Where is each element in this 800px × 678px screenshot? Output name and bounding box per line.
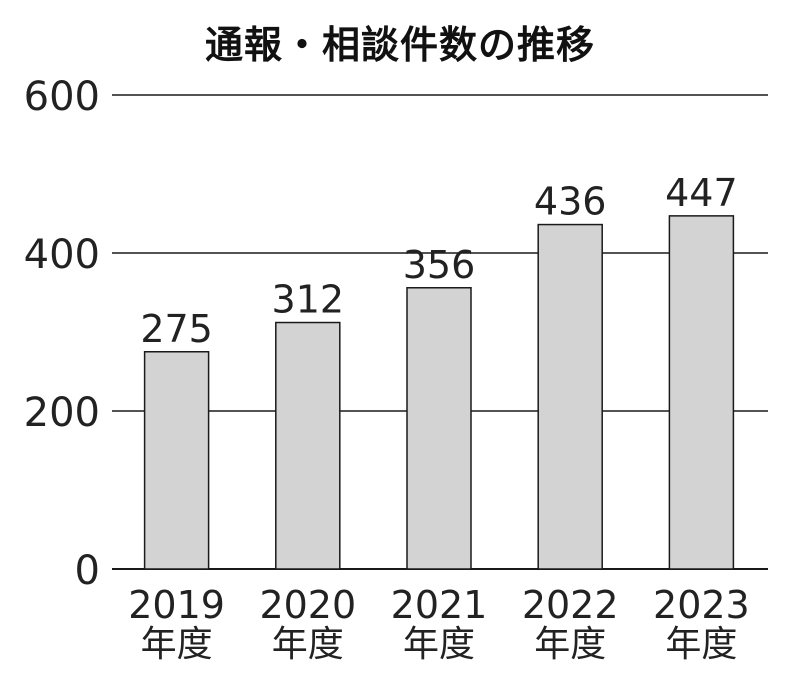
bar-value-label: 275 [140, 307, 213, 351]
x-tick-label: 2019 [128, 583, 225, 627]
bar [406, 287, 472, 570]
bar-value-label: 356 [403, 243, 476, 287]
x-tick-label: 2021 [391, 583, 488, 627]
bar [537, 223, 603, 570]
y-tick-label: 200 [24, 390, 100, 436]
x-tick-suffix-label: 年度 [141, 624, 213, 665]
chart-title: 通報・相談件数の推移 [204, 23, 595, 67]
x-tick-suffix-label: 年度 [272, 624, 344, 665]
bar [143, 351, 210, 570]
y-tick-label: 0 [75, 548, 100, 594]
bar [668, 215, 735, 570]
x-tick-label: 2023 [653, 583, 750, 627]
x-tick-suffix-label: 年度 [534, 624, 606, 665]
y-tick-label: 400 [24, 232, 100, 278]
x-tick-suffix-label: 年度 [665, 624, 737, 665]
x-tick-label: 2020 [259, 583, 356, 627]
bar-value-label: 312 [272, 278, 345, 322]
bar-value-label: 447 [665, 171, 738, 215]
bar [275, 321, 341, 570]
x-tick-suffix-label: 年度 [403, 624, 475, 665]
x-tick-label: 2022 [522, 583, 619, 627]
y-tick-label: 600 [24, 74, 100, 120]
bar-value-label: 436 [534, 180, 607, 224]
